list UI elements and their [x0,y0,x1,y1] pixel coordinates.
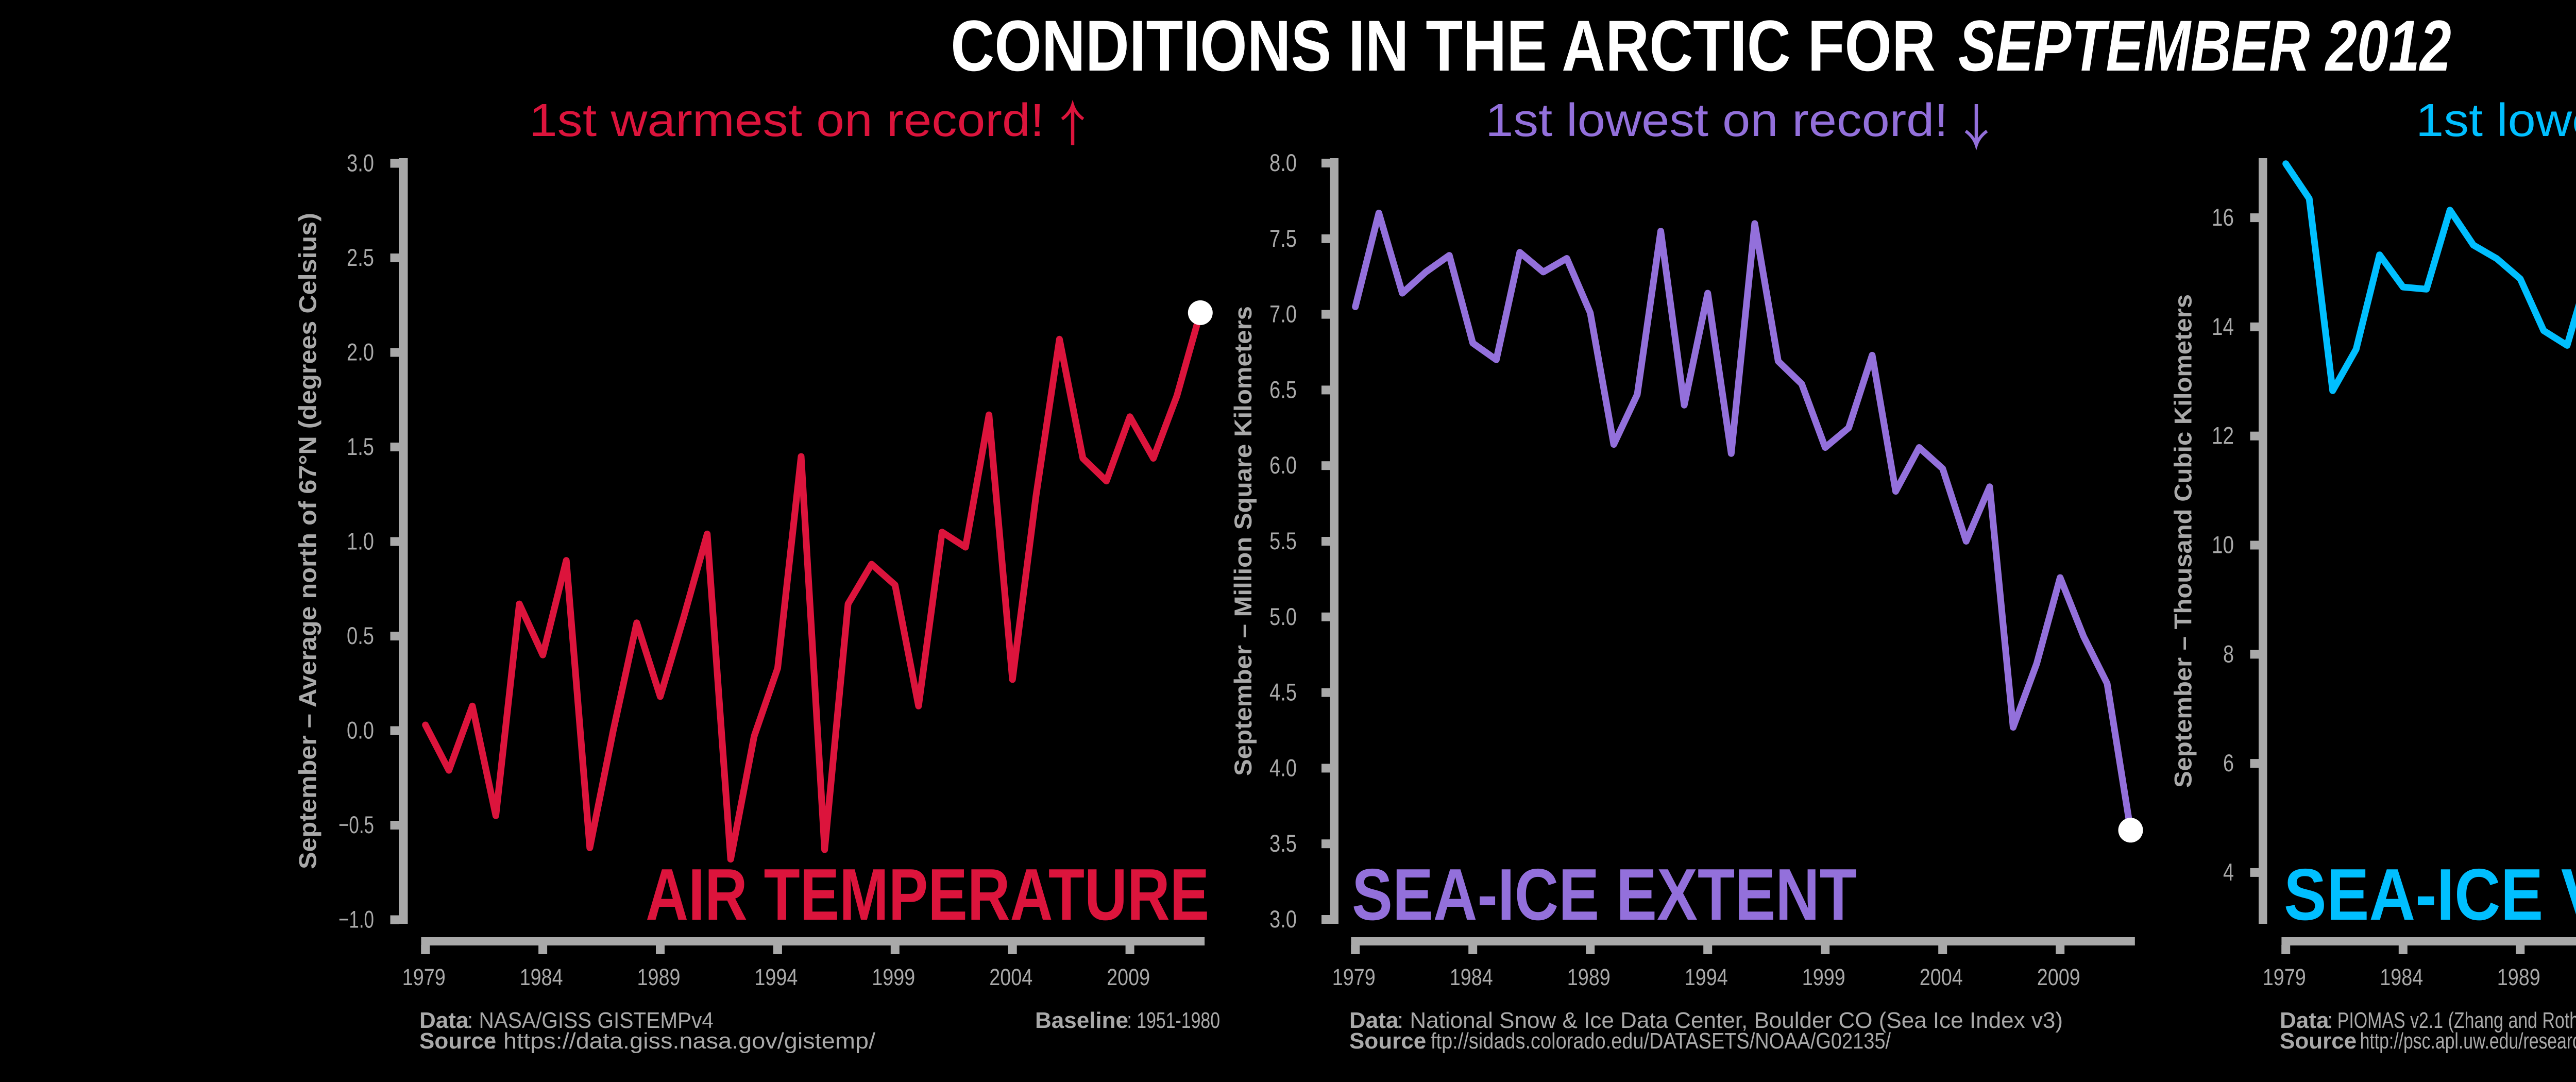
svg-text:12: 12 [2212,422,2234,450]
svg-text:AIR TEMPERATURE: AIR TEMPERATURE [646,854,1209,936]
svg-text:CONDITIONS IN THE ARCTIC FOR: CONDITIONS IN THE ARCTIC FOR [951,5,1936,86]
svg-text:4.5: 4.5 [1269,679,1297,706]
svg-text:0.0: 0.0 [347,717,374,745]
svg-text:September – Average north of 6: September – Average north of 67°N (degre… [294,213,321,869]
svg-text:SEA-ICE EXTENT: SEA-ICE EXTENT [1352,854,1857,936]
svg-text:: NASA/GISS GISTEMPv4: : NASA/GISS GISTEMPv4 [467,1008,714,1033]
svg-text:1984: 1984 [2380,964,2423,990]
svg-text:1989: 1989 [637,964,681,990]
svg-text:10: 10 [2212,532,2234,559]
svg-text:1984: 1984 [520,964,563,990]
svg-text:SEPTEMBER 2012: SEPTEMBER 2012 [1958,5,2451,86]
svg-text:6.5: 6.5 [1269,376,1297,403]
svg-text:: 1951-1980: : 1951-1980 [1127,1008,1221,1033]
svg-text:1.0: 1.0 [347,528,374,555]
svg-text:1979: 1979 [1332,964,1376,990]
svg-text:7.5: 7.5 [1269,225,1297,252]
svg-text:6.0: 6.0 [1269,452,1297,479]
svg-text:Data: Data [1349,1008,1399,1033]
svg-text:Source: Source [419,1028,496,1054]
svg-text:1999: 1999 [1802,964,1845,990]
svg-text:5.0: 5.0 [1269,603,1297,631]
svg-text:6: 6 [2223,750,2234,777]
svg-text:: http://psc.apl.uw.edu/resear: : http://psc.apl.uw.edu/research/project… [2350,1028,2576,1054]
svg-text:: https://data.giss.nasa.gov/g: : https://data.giss.nasa.gov/gistemp/ [490,1028,876,1054]
svg-text:2009: 2009 [1107,964,1150,990]
svg-text:: National Snow & Ice Data Cen: : National Snow & Ice Data Center, Bould… [1397,1008,2063,1033]
svg-text:4: 4 [2223,859,2234,886]
svg-text:8.0: 8.0 [1269,149,1297,177]
svg-text:1st lowest on record!: 1st lowest on record! [2416,95,2576,146]
svg-text:Data: Data [2280,1008,2329,1033]
svg-text:8: 8 [2223,640,2234,668]
svg-text:1979: 1979 [2263,964,2306,990]
svg-text:14: 14 [2212,313,2234,341]
svg-text:SEA-ICE VOLUME: SEA-ICE VOLUME [2284,854,2576,936]
svg-text:2004: 2004 [989,964,1032,990]
svg-text:1.5: 1.5 [347,433,374,461]
svg-text:2004: 2004 [1920,964,1963,990]
svg-text:2.0: 2.0 [347,339,374,366]
svg-text:1999: 1999 [872,964,915,990]
svg-text:2.5: 2.5 [347,244,374,272]
svg-text:1984: 1984 [1450,964,1493,990]
svg-text:1979: 1979 [402,964,446,990]
svg-text:1st warmest on record!: 1st warmest on record! [529,95,1044,146]
svg-text:1994: 1994 [754,964,798,990]
svg-text:3.5: 3.5 [1269,830,1297,857]
svg-text:0.5: 0.5 [347,622,374,650]
svg-text:3.0: 3.0 [347,150,374,177]
svg-text:Data: Data [419,1008,469,1033]
svg-text:Source: Source [1349,1028,1426,1054]
svg-text:: PIOMAS v2.1 (Zhang and Rothr: : PIOMAS v2.1 (Zhang and Rothrock, 2003;… [2328,1008,2576,1033]
svg-text:1989: 1989 [1567,964,1611,990]
svg-text:1994: 1994 [1685,964,1728,990]
svg-text:7.0: 7.0 [1269,301,1297,328]
svg-text:4.0: 4.0 [1269,754,1297,782]
svg-text:1st lowest on record!: 1st lowest on record! [1485,95,1948,146]
svg-text:3.0: 3.0 [1269,906,1297,933]
svg-text:September – Million Square Kil: September – Million Square Kilometers [1229,306,1257,776]
svg-text:Source: Source [2280,1028,2357,1054]
svg-text:Baseline: Baseline [1035,1008,1128,1033]
svg-text:16: 16 [2212,204,2234,231]
svg-text:2009: 2009 [2037,964,2080,990]
svg-text:September – Thousand Cubic Kil: September – Thousand Cubic Kilometers [2170,294,2197,788]
svg-text:−1.0: −1.0 [338,906,374,934]
svg-text:: ftp://sidads.colorado.edu/DA: : ftp://sidads.colorado.edu/DATASETS/NOA… [1420,1028,1891,1054]
svg-text:1989: 1989 [2497,964,2540,990]
svg-text:5.5: 5.5 [1269,528,1297,555]
svg-text:−0.5: −0.5 [338,812,374,839]
